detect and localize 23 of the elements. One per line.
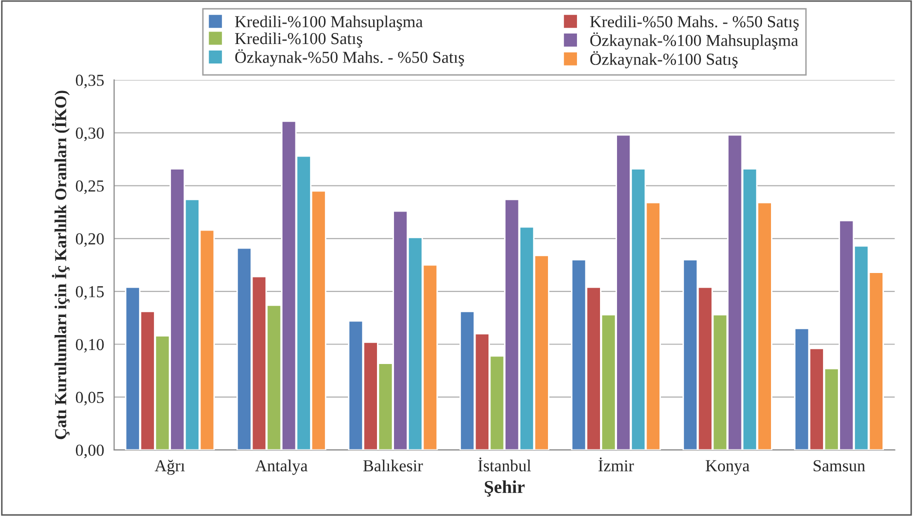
y-tick-label: 0,00	[76, 444, 104, 458]
x-tick-label: Samsun	[814, 460, 866, 472]
x-tick-label: İstanbul	[478, 458, 531, 472]
legend-label: Özkaynak-%50 Mahs. - %50 Satış	[235, 49, 464, 66]
x-tick-label: Antalya	[255, 460, 308, 475]
y-tick-label: 0,30	[76, 128, 104, 142]
legend-label: Özkaynak-%100 Satış	[590, 51, 738, 68]
legend-label: Özkaynak-%100 Mahsuplaşma	[590, 32, 798, 50]
x-tick-label: İzmir	[598, 458, 634, 472]
y-tick-label: 0,15	[76, 286, 104, 300]
legend-label: Kredili-%100 Mahsuplaşma	[235, 16, 423, 31]
legend-label: Kredili-%100 Satış	[235, 32, 362, 48]
legend-label: Kredili-%50 Mahs. - %50 Satış	[590, 16, 799, 31]
x-tick-label: Konya	[706, 460, 750, 475]
x-tick-label: Balıkesir	[363, 460, 423, 472]
x-axis-title: Şehir	[484, 480, 525, 497]
y-tick-label: 0,20	[76, 233, 104, 247]
y-tick-label: 0,35	[76, 74, 104, 88]
y-tick-label: 0,10	[76, 338, 104, 353]
y-tick-label: 0,25	[76, 180, 104, 194]
y-tick-label: 0,05	[76, 392, 104, 406]
x-tick-label: Ağrı	[154, 460, 185, 475]
y-axis-title: Çatı Kurulumları için İç Karlılık Oranları (İKO)	[52, 90, 70, 440]
